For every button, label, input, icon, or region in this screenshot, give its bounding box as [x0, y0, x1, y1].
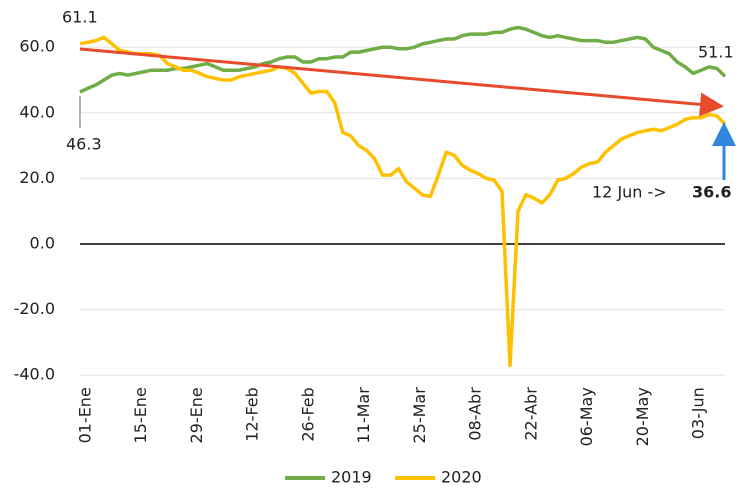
y-tick-label: -20.0 [14, 299, 55, 318]
x-tick-label: 29-Ene [187, 387, 206, 443]
legend-label: 2020 [441, 468, 482, 487]
x-tick-label: 06-May [577, 387, 596, 446]
series-line [79, 25, 727, 94]
x-tick-label: 03-Jun [689, 387, 708, 439]
x-tick-label: 22-Abr [521, 387, 540, 441]
x-tick-label: 01-Ene [76, 387, 95, 443]
series-line [79, 35, 727, 368]
y-tick-label: 20.0 [19, 168, 55, 187]
x-tick-label: 25-Mar [410, 387, 429, 444]
x-tick-label: 08-Abr [466, 387, 485, 441]
x-tick-label: 11-Mar [354, 387, 373, 444]
y-tick-label: -40.0 [14, 365, 55, 384]
x-tick-label: 15-Ene [131, 387, 150, 443]
annotation: 46.3 [66, 135, 102, 154]
y-tick-label: 60.0 [19, 37, 55, 56]
x-tick-label: 26-Feb [298, 387, 317, 441]
annotation: 51.1 [698, 43, 734, 62]
annotation: 12 Jun -> [592, 183, 667, 202]
y-tick-label: 0.0 [30, 234, 55, 253]
x-tick-label: 20-May [633, 387, 652, 446]
y-tick-label: 40.0 [19, 102, 55, 121]
annotation: 61.1 [62, 8, 98, 27]
trend-arrow [79, 47, 724, 117]
x-tick-label: 12-Feb [243, 387, 262, 441]
legend-label: 2019 [331, 468, 372, 487]
annotation: 36.6 [692, 183, 731, 202]
